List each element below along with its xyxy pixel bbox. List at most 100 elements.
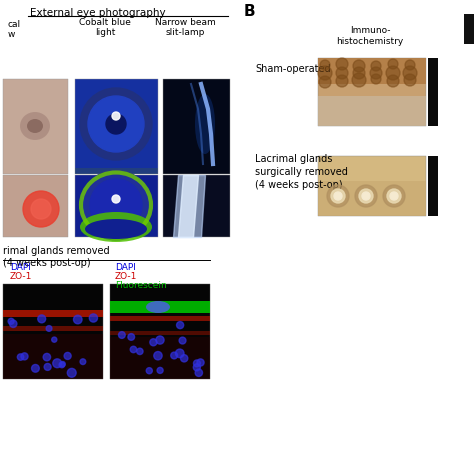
- Bar: [3, 326, 103, 331]
- Bar: [3, 79, 68, 174]
- Bar: [318, 181, 426, 216]
- Circle shape: [335, 67, 349, 81]
- Circle shape: [390, 192, 398, 200]
- Circle shape: [319, 66, 331, 78]
- Circle shape: [52, 337, 57, 342]
- Text: Cobalt blue
light: Cobalt blue light: [79, 18, 131, 37]
- Circle shape: [388, 69, 398, 79]
- Circle shape: [90, 179, 142, 231]
- Circle shape: [193, 364, 201, 371]
- Text: Immuno-
histochemistry: Immuno- histochemistry: [337, 26, 404, 46]
- Circle shape: [80, 88, 152, 160]
- Bar: [75, 175, 158, 237]
- Circle shape: [112, 195, 120, 203]
- Circle shape: [171, 352, 178, 359]
- Circle shape: [18, 354, 24, 360]
- Circle shape: [130, 346, 137, 353]
- Bar: [75, 79, 158, 174]
- Circle shape: [362, 192, 370, 200]
- Circle shape: [128, 334, 135, 340]
- Ellipse shape: [20, 112, 50, 140]
- Text: Lacrimal glands
surgically removed
(4 weeks post-op): Lacrimal glands surgically removed (4 we…: [255, 154, 348, 190]
- Circle shape: [387, 189, 401, 203]
- Ellipse shape: [146, 301, 170, 313]
- Circle shape: [60, 362, 65, 367]
- Circle shape: [146, 368, 152, 374]
- Circle shape: [175, 349, 184, 358]
- Circle shape: [80, 359, 86, 365]
- Circle shape: [181, 355, 188, 362]
- Circle shape: [371, 77, 381, 87]
- Circle shape: [9, 320, 17, 328]
- Circle shape: [327, 185, 349, 207]
- Text: Narrow beam
slit-lamp: Narrow beam slit-lamp: [155, 18, 215, 37]
- Circle shape: [386, 75, 400, 89]
- Circle shape: [53, 359, 62, 368]
- Circle shape: [156, 336, 164, 344]
- Bar: [318, 58, 426, 126]
- Bar: [3, 310, 103, 317]
- Circle shape: [331, 189, 345, 203]
- Circle shape: [195, 369, 202, 376]
- Circle shape: [32, 365, 39, 372]
- Circle shape: [405, 59, 415, 69]
- Circle shape: [336, 75, 348, 87]
- Bar: [318, 156, 426, 216]
- Circle shape: [89, 314, 98, 322]
- Bar: [110, 331, 210, 335]
- Circle shape: [383, 185, 405, 207]
- Circle shape: [31, 199, 51, 219]
- Circle shape: [334, 192, 342, 200]
- Circle shape: [137, 348, 143, 355]
- Circle shape: [44, 364, 51, 370]
- Circle shape: [106, 114, 126, 134]
- Circle shape: [59, 362, 64, 368]
- Bar: [110, 301, 210, 313]
- Ellipse shape: [195, 94, 215, 154]
- Circle shape: [359, 189, 373, 203]
- Bar: [464, 14, 474, 44]
- Circle shape: [370, 58, 382, 70]
- Text: cal
w: cal w: [8, 20, 21, 39]
- Circle shape: [336, 57, 348, 69]
- Circle shape: [73, 315, 82, 324]
- Circle shape: [352, 72, 366, 86]
- Circle shape: [403, 67, 417, 81]
- Circle shape: [318, 56, 332, 70]
- Text: Fluorescein: Fluorescein: [115, 281, 167, 290]
- Bar: [110, 337, 210, 379]
- Bar: [75, 168, 158, 174]
- Bar: [3, 334, 103, 379]
- Bar: [318, 96, 426, 126]
- Circle shape: [8, 318, 14, 324]
- Text: rimal glands removed
(4 weeks post-op): rimal glands removed (4 weeks post-op): [3, 246, 109, 268]
- Circle shape: [176, 321, 184, 328]
- Circle shape: [405, 77, 415, 87]
- Circle shape: [369, 65, 383, 79]
- Ellipse shape: [27, 119, 43, 133]
- Bar: [110, 284, 210, 379]
- Bar: [3, 175, 68, 237]
- Text: DAPI: DAPI: [10, 263, 31, 272]
- Circle shape: [318, 74, 332, 88]
- Bar: [163, 79, 230, 174]
- Circle shape: [67, 368, 76, 377]
- Circle shape: [154, 352, 162, 360]
- Circle shape: [23, 191, 59, 227]
- Circle shape: [179, 337, 186, 344]
- Text: DAPI: DAPI: [115, 263, 136, 272]
- Circle shape: [355, 185, 377, 207]
- Circle shape: [81, 170, 151, 240]
- Circle shape: [46, 326, 52, 331]
- Circle shape: [354, 66, 364, 76]
- Circle shape: [197, 359, 204, 366]
- Circle shape: [193, 360, 201, 367]
- Circle shape: [38, 315, 46, 323]
- Ellipse shape: [85, 219, 147, 239]
- Text: ZO-1: ZO-1: [115, 272, 137, 281]
- Circle shape: [352, 59, 366, 73]
- Circle shape: [112, 112, 120, 120]
- Bar: [110, 316, 210, 321]
- Bar: [163, 175, 230, 237]
- Circle shape: [118, 332, 125, 338]
